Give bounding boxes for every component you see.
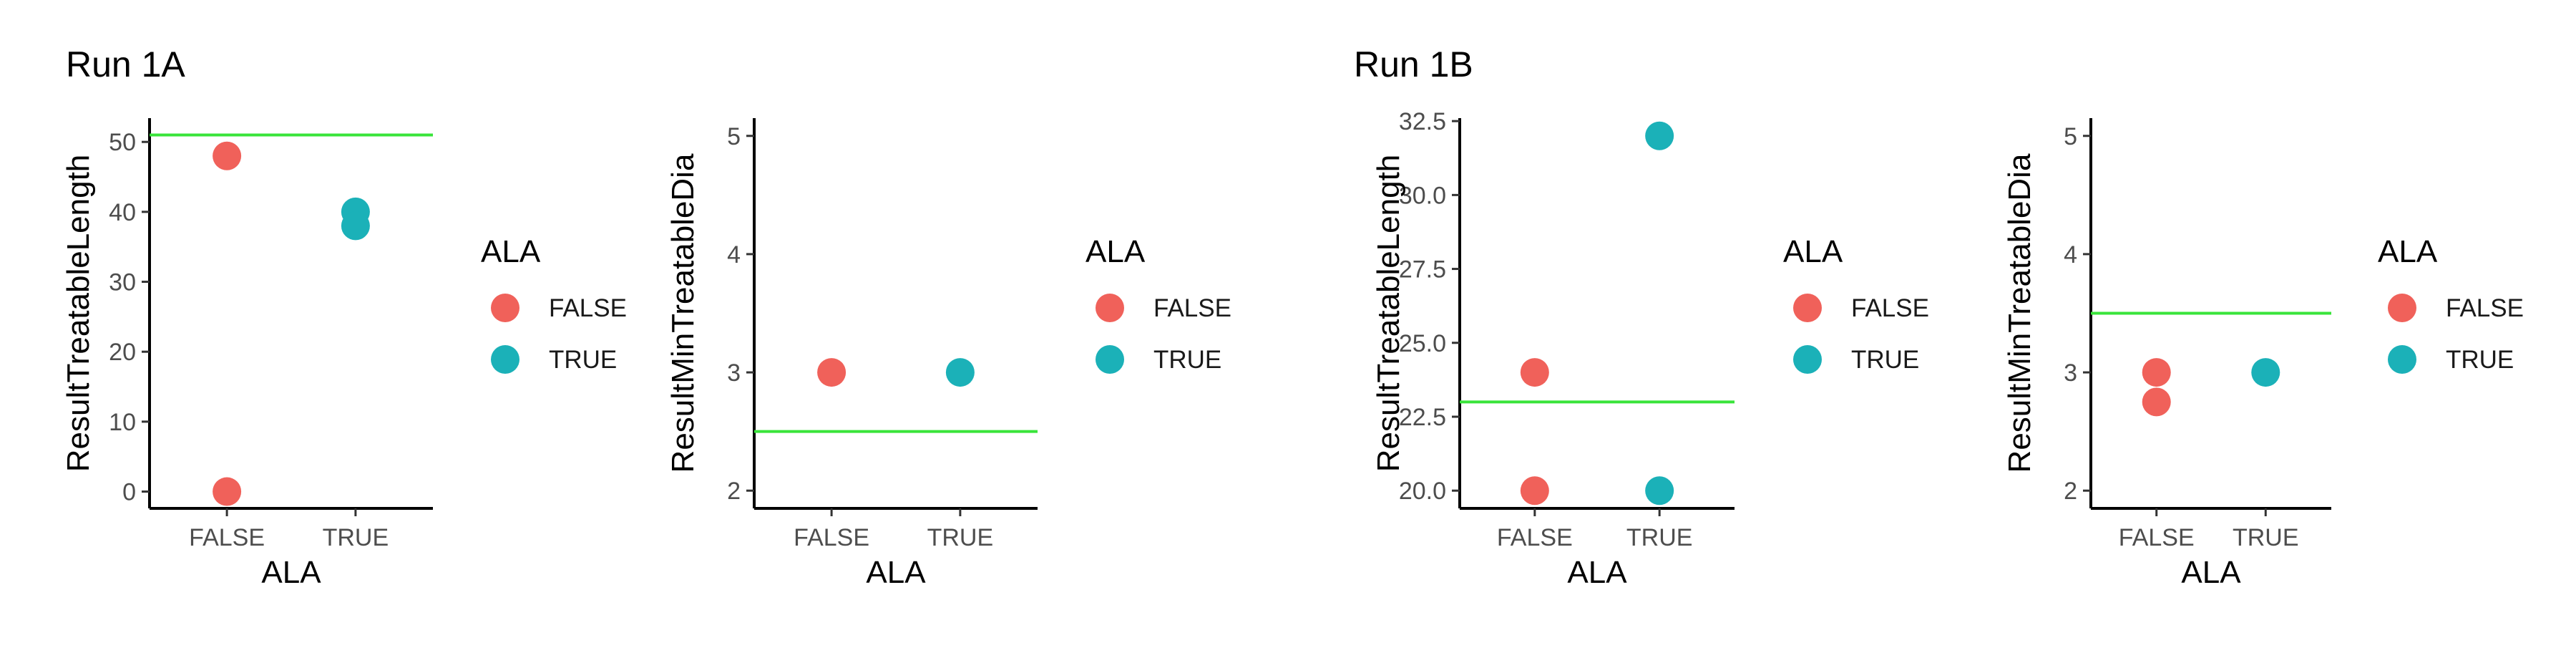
run-1a-title: Run 1A	[66, 44, 185, 84]
legend-title: ALA	[1085, 234, 1146, 269]
y-tick-label: 27.5	[1399, 256, 1446, 284]
y-tick-label: 0	[122, 479, 136, 506]
data-point-true	[2251, 358, 2280, 387]
legend-label-false: FALSE	[1153, 294, 1231, 322]
y-tick-label: 10	[109, 409, 136, 436]
x-tick-label: TRUE	[1626, 524, 1693, 551]
y-tick-label: 5	[2064, 123, 2077, 150]
legend-label-true: TRUE	[1153, 346, 1221, 374]
data-point-false	[817, 358, 847, 387]
legend-label-true: TRUE	[2446, 346, 2514, 374]
y-tick-label: 30	[109, 269, 136, 296]
legend-label-false: FALSE	[2446, 294, 2524, 322]
legend-key-false	[491, 294, 519, 322]
y-tick-label: 4	[727, 241, 741, 269]
data-point-true	[341, 211, 370, 241]
x-tick-label: FALSE	[794, 524, 869, 551]
y-tick-label: 32.5	[1399, 108, 1446, 135]
y-tick-label: 4	[2064, 241, 2077, 269]
x-tick-label: TRUE	[323, 524, 389, 551]
y-tick-label: 40	[109, 199, 136, 226]
y-axis-title: ResultTreatableLength	[61, 155, 96, 473]
data-point-false	[2142, 358, 2171, 387]
y-tick-label: 2	[727, 478, 741, 505]
data-point-false	[2142, 387, 2171, 417]
x-tick-label: FALSE	[189, 524, 265, 551]
legend-label-false: FALSE	[1851, 294, 1929, 322]
data-point-false	[1520, 476, 1549, 506]
y-axis-title: ResultMinTreatableDia	[665, 153, 701, 473]
legend-key-true	[1096, 345, 1124, 374]
y-tick-label: 30.0	[1399, 182, 1446, 209]
y-tick-label: 5	[727, 123, 741, 150]
x-axis-title: ALA	[866, 555, 926, 590]
chart-panel-3: 20.0 22.5 25.0 27.5 30.0 32.5 FALSE TRUE ALA Resu…	[1371, 108, 1929, 590]
x-tick-label: FALSE	[2119, 524, 2195, 551]
legend-key-false	[2388, 294, 2416, 322]
x-axis-title: ALA	[2181, 555, 2241, 590]
y-axis-title: ResultTreatableLength	[1371, 155, 1406, 473]
x-tick-label: TRUE	[2233, 524, 2299, 551]
legend-label-false: FALSE	[549, 294, 627, 322]
data-point-true	[1645, 476, 1674, 506]
legend: ALA FALSE TRUE	[2378, 234, 2524, 374]
legend-key-false	[1793, 294, 1822, 322]
data-point-false	[213, 141, 242, 170]
legend-key-false	[1096, 294, 1124, 322]
y-tick-label: 50	[109, 129, 136, 156]
legend-key-true	[2388, 345, 2416, 374]
x-tick-label: TRUE	[927, 524, 994, 551]
x-axis-title: ALA	[261, 555, 321, 590]
legend-title: ALA	[2378, 234, 2438, 269]
y-axis-title: ResultMinTreatableDia	[2002, 153, 2037, 473]
legend-label-true: TRUE	[549, 346, 617, 374]
y-tick-label: 20.0	[1399, 478, 1446, 505]
legend-key-true	[491, 345, 519, 374]
y-tick-label: 20	[109, 339, 136, 366]
y-tick-label: 2	[2064, 478, 2077, 505]
chart-panel-4: 2 3 4 5 FALSE TRUE ALA ResultMinTreatableDia ALA…	[2002, 118, 2524, 590]
legend: ALA FALSE TRUE	[1783, 234, 1929, 374]
legend-key-true	[1793, 345, 1822, 374]
legend-title: ALA	[481, 234, 541, 269]
y-tick-label: 3	[727, 359, 741, 387]
legend-title: ALA	[1783, 234, 1843, 269]
data-point-true	[1645, 121, 1674, 150]
y-tick-label: 22.5	[1399, 404, 1446, 431]
y-tick-label: 25.0	[1399, 330, 1446, 357]
x-tick-label: FALSE	[1497, 524, 1573, 551]
data-point-false	[1520, 358, 1549, 387]
data-point-false	[213, 477, 242, 506]
run-1b-title: Run 1B	[1354, 44, 1473, 84]
y-tick-label: 3	[2064, 359, 2077, 387]
legend-label-true: TRUE	[1851, 346, 1919, 374]
x-axis-title: ALA	[1567, 555, 1627, 590]
data-point-true	[945, 358, 975, 387]
legend: ALA FALSE TRUE	[481, 234, 627, 374]
